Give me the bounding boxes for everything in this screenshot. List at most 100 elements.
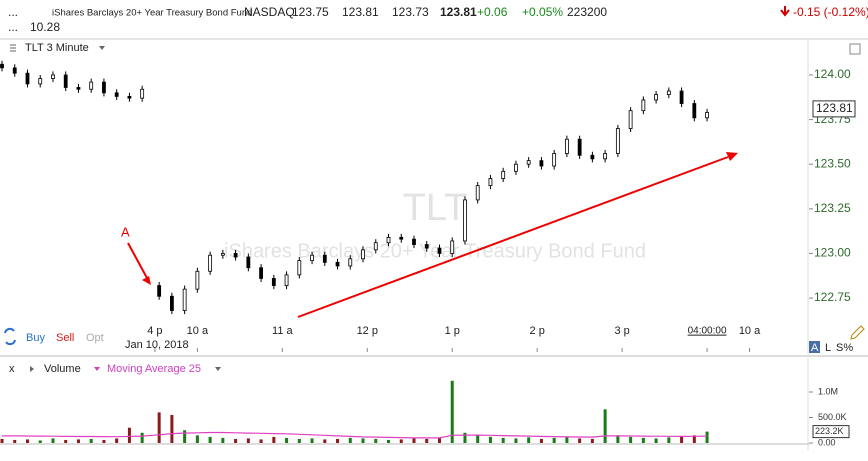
last-volume-label: 223.2K bbox=[815, 426, 844, 436]
change-pct: +0.05% bbox=[522, 5, 563, 19]
candle-body bbox=[102, 81, 106, 94]
volume-bar bbox=[336, 438, 340, 443]
dropdown[interactable] bbox=[94, 367, 100, 371]
candle-body bbox=[590, 154, 595, 160]
candle-body bbox=[373, 242, 378, 251]
candle-body bbox=[195, 270, 200, 290]
candle-body bbox=[705, 112, 709, 119]
dropdown[interactable] bbox=[215, 367, 221, 371]
x-tick-label: 12 p bbox=[357, 325, 378, 337]
volume-bar bbox=[221, 437, 225, 443]
maximize[interactable] bbox=[849, 43, 861, 55]
candle-body bbox=[437, 247, 442, 254]
day-change: -0.15 (-0.12%) bbox=[793, 5, 868, 19]
volume-bar bbox=[102, 439, 106, 443]
candle-body bbox=[552, 153, 557, 167]
volume-bar bbox=[399, 439, 403, 443]
volume-bar bbox=[616, 435, 620, 443]
exchange: NASDAQ bbox=[244, 5, 295, 19]
volume-bar bbox=[629, 436, 633, 443]
volume-bar bbox=[603, 409, 607, 443]
scale-option[interactable]: S% bbox=[836, 342, 853, 354]
last: 123.81 bbox=[440, 5, 477, 19]
volume-bar bbox=[285, 437, 289, 443]
last-price-box bbox=[812, 100, 856, 118]
down-arrow-icon bbox=[780, 6, 790, 17]
sell-button[interactable]: Sell bbox=[56, 332, 74, 344]
pencil-icon[interactable] bbox=[850, 325, 865, 340]
candle-body bbox=[577, 138, 582, 156]
drag-icon[interactable] bbox=[10, 44, 16, 52]
y-tick-label: 500.0K bbox=[818, 412, 847, 422]
volume-bar bbox=[259, 439, 263, 443]
candle-body bbox=[463, 199, 467, 242]
refresh-icon[interactable] bbox=[4, 327, 16, 346]
y-tick-label: 123.00 bbox=[814, 246, 851, 260]
candle-body bbox=[140, 88, 145, 99]
close-button[interactable]: x bbox=[9, 363, 15, 375]
candle-body bbox=[322, 254, 327, 263]
volume-bar bbox=[539, 438, 543, 443]
volume-bar bbox=[680, 436, 684, 443]
volume-bar bbox=[272, 436, 276, 443]
indicator-title: Moving Average 25 bbox=[107, 363, 201, 375]
volume-bar bbox=[514, 438, 518, 443]
candle-body bbox=[12, 67, 17, 74]
scale-option[interactable]: A bbox=[811, 342, 819, 354]
volume-bar bbox=[246, 438, 250, 443]
candle-body bbox=[114, 92, 119, 97]
open: 123.75 bbox=[292, 5, 329, 19]
opt-button[interactable]: Opt bbox=[86, 332, 104, 344]
x-tick-label: 2 p bbox=[530, 325, 545, 337]
volume-bar bbox=[234, 438, 238, 443]
volume-bar bbox=[310, 438, 314, 443]
candle-body bbox=[565, 138, 569, 154]
volume-bar bbox=[127, 427, 131, 443]
volume-title: Volume bbox=[44, 363, 81, 375]
candle-body bbox=[127, 95, 132, 99]
volume-bar bbox=[667, 437, 671, 443]
volume-bar bbox=[450, 380, 454, 443]
volume-bar bbox=[89, 438, 93, 443]
volume-bar bbox=[195, 435, 199, 443]
panel-title: TLT 3 Minute bbox=[25, 42, 89, 54]
watermark-symbol: TLT bbox=[403, 187, 468, 229]
candle-body bbox=[412, 238, 416, 245]
y-tick-label: 124.00 bbox=[814, 67, 851, 81]
volume-bar bbox=[476, 435, 480, 443]
x-tick-label: 11 a bbox=[272, 325, 293, 337]
candle-body bbox=[692, 103, 697, 119]
candle-body bbox=[310, 254, 314, 261]
expand-icon[interactable] bbox=[30, 366, 34, 372]
candle-body bbox=[76, 87, 81, 90]
menu[interactable]: ... bbox=[8, 5, 18, 19]
candle-body bbox=[450, 240, 455, 254]
candle-body bbox=[63, 74, 68, 88]
volume-bar bbox=[437, 437, 441, 443]
volume-bar bbox=[552, 437, 556, 443]
volume-bar bbox=[590, 438, 594, 443]
low: 123.73 bbox=[392, 5, 429, 19]
buy-button[interactable]: Buy bbox=[26, 332, 45, 344]
candle-body bbox=[271, 278, 276, 286]
menu[interactable]: ... bbox=[8, 20, 18, 34]
candle-body bbox=[182, 288, 187, 311]
volume-bar bbox=[488, 436, 492, 443]
volume-bar bbox=[654, 438, 658, 443]
dropdown[interactable] bbox=[99, 46, 105, 50]
candle-body bbox=[488, 178, 493, 187]
change: +0.06 bbox=[477, 5, 508, 19]
arrow-head bbox=[726, 152, 738, 161]
candle-body bbox=[386, 236, 391, 244]
candle-body bbox=[38, 78, 43, 85]
volume-bar bbox=[38, 440, 42, 443]
arrow-head bbox=[142, 276, 151, 285]
y-tick-label: 0.00 bbox=[818, 437, 836, 447]
candle-body bbox=[641, 99, 646, 112]
scale-option[interactable]: L bbox=[825, 342, 831, 354]
volume-bar bbox=[501, 437, 505, 443]
volume-bar bbox=[361, 438, 365, 443]
candle-body bbox=[157, 285, 162, 297]
